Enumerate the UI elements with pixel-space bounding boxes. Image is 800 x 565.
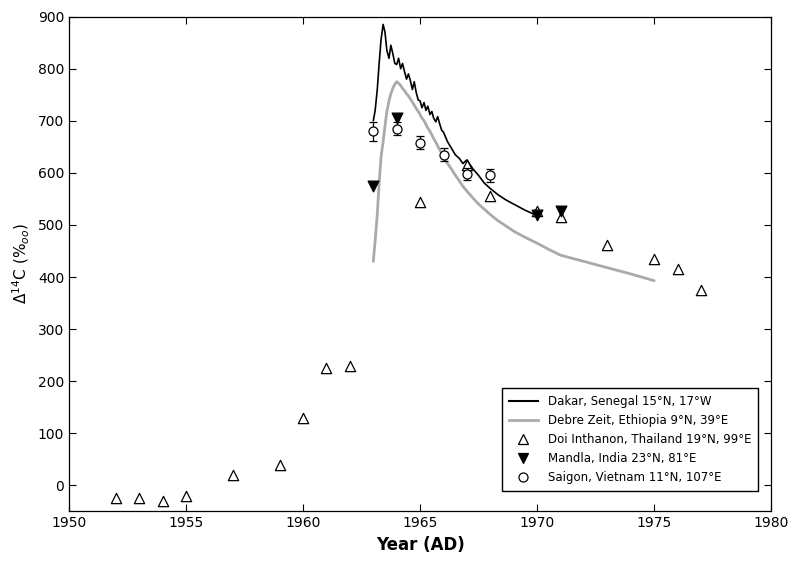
Point (484, 192, 497, 201)
Point (461, 160, 474, 170)
Point (530, 206, 543, 215)
Point (156, 497, 169, 506)
Point (530, 210, 543, 219)
Point (180, 492, 193, 501)
X-axis label: Year (AD): Year (AD) (376, 536, 465, 554)
Point (648, 254, 661, 263)
Point (414, 197, 426, 206)
Point (390, 114, 403, 123)
Point (601, 240, 614, 249)
Point (133, 494, 146, 503)
Point (554, 206, 567, 215)
Point (554, 212, 567, 221)
Point (110, 494, 122, 503)
Point (274, 460, 286, 469)
Point (367, 181, 380, 190)
Point (694, 285, 707, 294)
Point (297, 413, 310, 422)
Y-axis label: $\Delta^{14}$C ($\%_{oo}$): $\Delta^{14}$C ($\%_{oo}$) (11, 224, 32, 305)
Point (343, 361, 356, 370)
Legend: Dakar, Senegal 15°N, 17°W, Debre Zeit, Ethiopia 9°N, 39°E, Doi Inthanon, Thailan: Dakar, Senegal 15°N, 17°W, Debre Zeit, E… (502, 388, 758, 491)
Point (671, 265, 684, 274)
Point (226, 471, 239, 480)
Point (320, 364, 333, 373)
